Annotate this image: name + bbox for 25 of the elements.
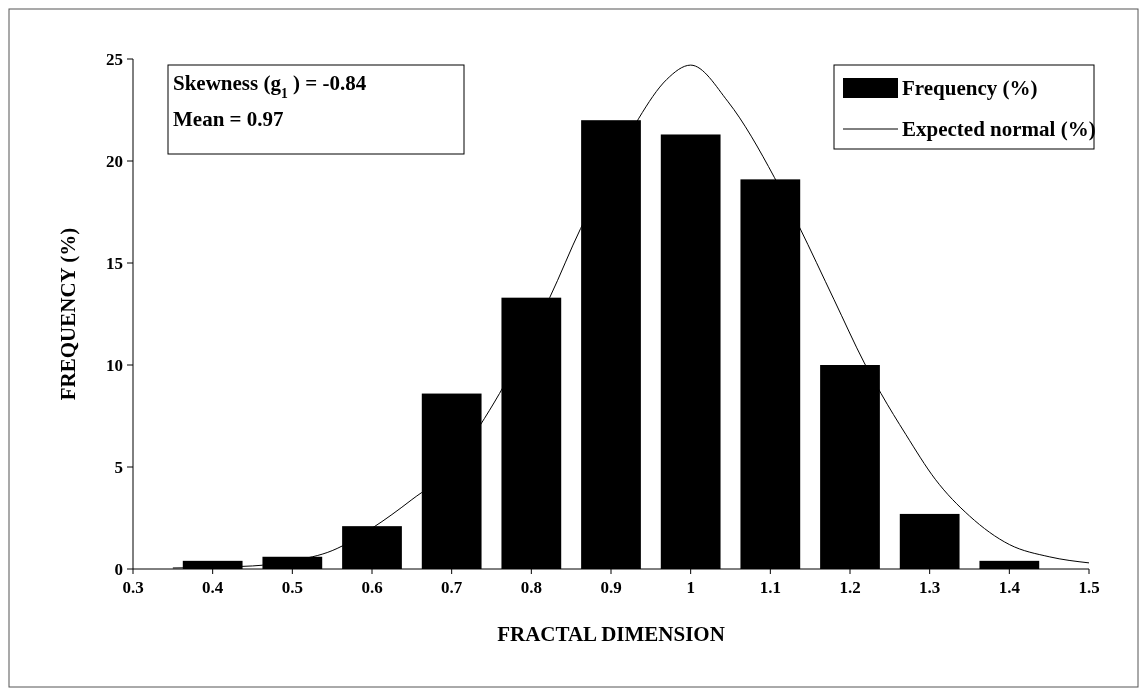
- x-tick-label: 1: [686, 578, 695, 597]
- x-tick-label: 0.9: [600, 578, 622, 597]
- y-tick-label: 15: [106, 253, 123, 273]
- y-tick-label: 25: [106, 49, 123, 69]
- x-tick-label: 0.8: [520, 578, 542, 597]
- x-tick-label: 0.5: [281, 578, 303, 597]
- annotation: Skewness (g$_{1}$ ) = -0.84: [173, 71, 367, 101]
- legend-label: Expected normal (%): [902, 117, 1096, 142]
- x-tick-label: 0.6: [361, 578, 383, 597]
- x-tick-label: 1.4: [998, 578, 1021, 597]
- x-tick-label: 1.2: [839, 578, 861, 597]
- x-tick-label: 0.7: [441, 578, 463, 597]
- y-tick-label: 5: [114, 457, 123, 477]
- x-tick-label: 1.3: [919, 578, 941, 597]
- y-tick-label: 20: [106, 151, 123, 171]
- x-tick-label: 0.4: [202, 578, 224, 597]
- y-axis-title: FREQUENCY (%): [56, 227, 80, 401]
- x-tick-label: 0.3: [122, 578, 144, 597]
- x-axis-title: FRACTAL DIMENSION: [497, 622, 725, 646]
- x-tick-label: 1.1: [759, 578, 781, 597]
- y-tick-label: 10: [106, 355, 123, 375]
- y-tick-label: 0: [114, 559, 123, 579]
- annotation: Mean = 0.97: [173, 107, 284, 131]
- x-tick-label: 1.5: [1078, 578, 1100, 597]
- legend-label: Frequency (%): [902, 76, 1038, 101]
